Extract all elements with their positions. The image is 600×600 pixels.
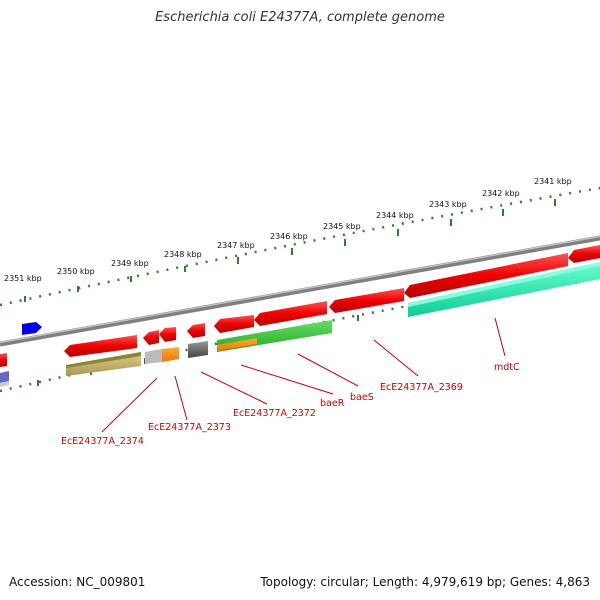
gene-label: EcE24377A_2374 (61, 436, 144, 447)
gene-orange[interactable] (162, 347, 179, 362)
gene-red[interactable] (0, 353, 7, 367)
kbp-label: 2346 kbp (270, 232, 308, 241)
kbp-label: 2348 kbp (164, 250, 202, 259)
gene-red[interactable] (187, 323, 205, 338)
gene-red[interactable] (159, 327, 176, 342)
kbp-label: 2342 kbp (482, 189, 520, 198)
gene-purple[interactable] (0, 371, 9, 387)
gene-label: baeS (350, 392, 374, 403)
gene-green[interactable] (217, 320, 332, 352)
map-title: Escherichia coli E24377A, complete genom… (155, 10, 445, 25)
gene-red[interactable] (64, 335, 137, 357)
gene-blue[interactable] (22, 322, 42, 335)
gene-red[interactable] (568, 245, 600, 263)
kbp-label: 2347 kbp (217, 241, 255, 250)
kbp-label: 2344 kbp (376, 211, 414, 220)
gene-red[interactable] (143, 330, 159, 345)
gene-darkgray[interactable] (188, 341, 208, 358)
gene-label: EcE24377A_2373 (148, 422, 231, 433)
gene-red[interactable] (329, 288, 404, 313)
gene-gray[interactable] (145, 349, 162, 364)
gene-label: baeR (320, 398, 345, 409)
kbp-label: 2350 kbp (57, 267, 95, 276)
gene-red[interactable] (254, 301, 327, 326)
genome-backbone (0, 235, 600, 347)
gene-cyan[interactable] (408, 262, 600, 317)
kbp-label: 2343 kbp (429, 200, 467, 209)
gene-label: EcE24377A_2369 (380, 382, 463, 393)
kbp-label: 2345 kbp (323, 222, 361, 231)
topology-text: Topology: circular; Length: 4,979,619 bp… (260, 575, 590, 589)
label-leaders (101, 317, 506, 433)
kbp-label: 2351 kbp (4, 274, 42, 283)
kbp-label: 2349 kbp (111, 259, 149, 268)
gene-red[interactable] (404, 253, 568, 298)
gene-olive[interactable] (66, 352, 141, 376)
gene-label: EcE24377A_2372 (233, 408, 316, 419)
accession-text: Accession: NC_009801 (9, 575, 146, 589)
gene-red[interactable] (214, 315, 254, 333)
kbp-label: 2341 kbp (534, 177, 572, 186)
outer-scale: 2351 kbp 2350 kbp 2349 kbp 2348 kbp 2347… (0, 177, 600, 307)
gene-label: mdtC (494, 362, 520, 373)
